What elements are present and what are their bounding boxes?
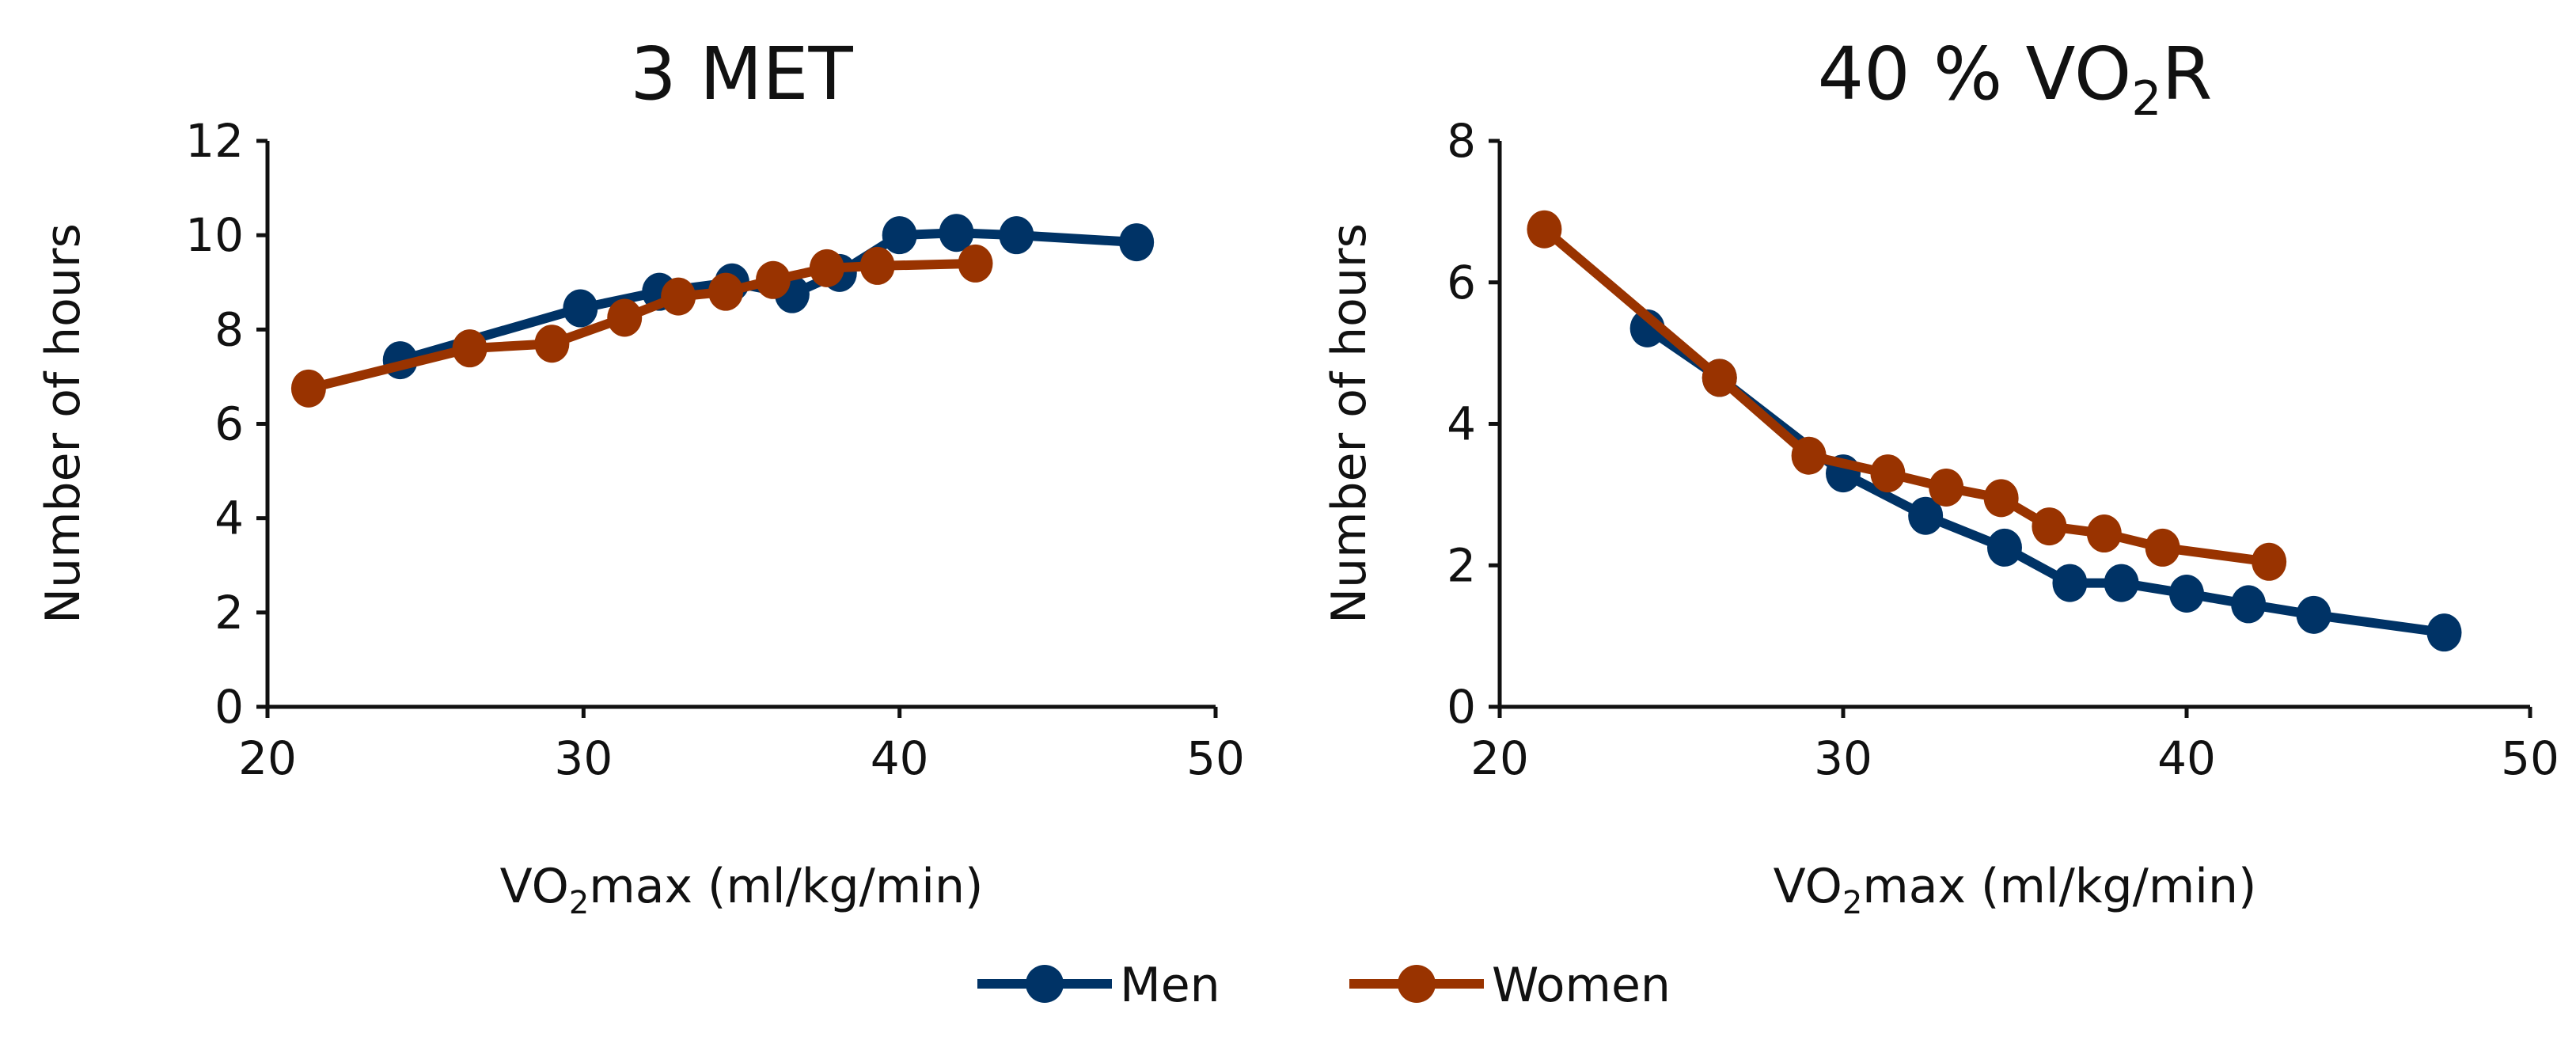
legend-item-men: Men [977, 958, 1220, 1013]
data-point-women [452, 329, 488, 368]
chart-title: 40 % VO2R [1818, 32, 2213, 127]
data-point-women [1983, 479, 2019, 518]
y-tick-label: 4 [214, 492, 244, 545]
chart-40-vo2r: 40 % VO2R Number of hours VO2max (ml/kg/… [1322, 32, 2559, 921]
data-point-men [2104, 564, 2139, 602]
x-tick-label: 20 [238, 731, 297, 785]
data-point-women [1870, 454, 1906, 493]
data-point-women [708, 272, 744, 311]
data-point-men [999, 216, 1034, 255]
y-tick-label: 6 [1447, 256, 1476, 309]
series-line-women [307, 258, 976, 393]
data-point-women [1527, 210, 1562, 249]
y-tick-label: 10 [185, 208, 244, 262]
data-point-women [2032, 507, 2067, 546]
y-tick-label: 2 [214, 586, 244, 640]
y-axis-label: Number of hours [36, 223, 91, 624]
x-tick-label: 50 [1186, 731, 1245, 785]
legend-marker-women [1398, 965, 1436, 1003]
series-line-men [1645, 324, 2445, 638]
x-tick-label: 50 [2501, 731, 2559, 785]
y-tick-label: 8 [214, 302, 244, 356]
chart-title: 3 MET [630, 32, 853, 116]
data-point-men [2426, 613, 2462, 652]
x-tick-label: 40 [871, 731, 929, 785]
y-axis-label: Number of hours [1322, 223, 1377, 624]
x-tick-label: 40 [2157, 731, 2216, 785]
y-tick-label: 0 [214, 680, 244, 734]
data-point-women [290, 369, 326, 408]
data-point-men [2169, 575, 2204, 613]
data-point-women [1791, 436, 1827, 475]
data-point-women [1702, 359, 1737, 397]
y-tick-label: 0 [1447, 680, 1476, 734]
y-tick-label: 4 [1447, 397, 1476, 451]
data-point-men [1908, 496, 1944, 535]
data-point-women [859, 246, 895, 285]
y-tick-label: 12 [185, 114, 244, 168]
data-point-women [534, 325, 570, 363]
data-point-men [939, 214, 974, 252]
y-tick-label: 8 [1447, 114, 1476, 168]
chart-3-met: 3 MET Number of hours VO2max (ml/kg/min)… [36, 32, 1245, 921]
data-point-men [563, 289, 598, 328]
y-tick-label: 6 [214, 397, 244, 451]
legend-label-men: Men [1120, 958, 1220, 1013]
x-tick-label: 20 [1470, 731, 1529, 785]
data-point-women [607, 298, 643, 337]
data-point-women [809, 249, 844, 287]
data-point-women [661, 277, 696, 316]
legend: Men Women [977, 958, 1671, 1013]
x-tick-label: 30 [554, 731, 613, 785]
legend-label-women: Women [1492, 958, 1671, 1013]
legend-item-women: Women [1349, 958, 1671, 1013]
data-point-men [2296, 595, 2331, 634]
x-axis-label: VO2max (ml/kg/min) [1774, 859, 2257, 921]
data-point-men [882, 216, 917, 255]
data-point-women [755, 260, 791, 299]
data-point-women [1929, 468, 1964, 507]
x-tick-label: 30 [1814, 731, 1872, 785]
data-point-women [2145, 528, 2180, 567]
data-point-women [2252, 542, 2287, 581]
data-point-men [1986, 528, 2022, 567]
x-axis-label: VO2max (ml/kg/min) [500, 859, 984, 921]
data-point-men [1119, 223, 1155, 262]
data-point-men [2052, 564, 2088, 602]
legend-marker-men [1026, 965, 1064, 1003]
y-tick-label: 2 [1447, 538, 1476, 592]
data-point-women [958, 244, 993, 283]
data-point-women [2086, 514, 2122, 553]
data-point-men [2231, 585, 2267, 624]
series-line-women [1541, 226, 2270, 567]
